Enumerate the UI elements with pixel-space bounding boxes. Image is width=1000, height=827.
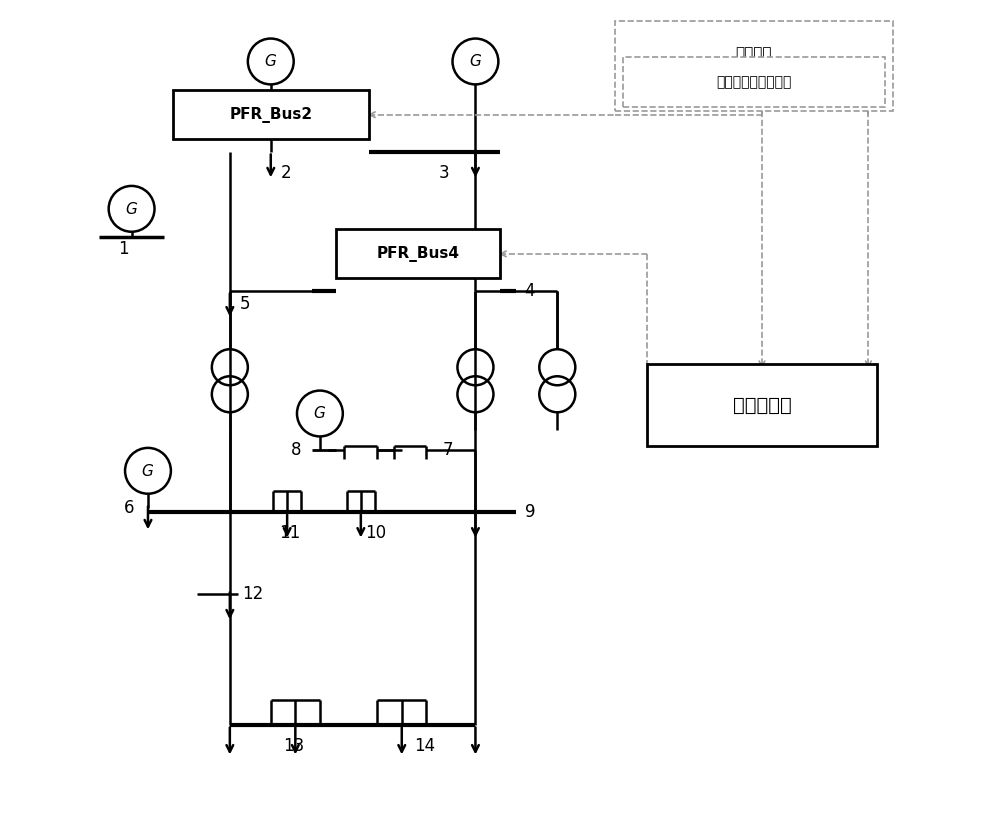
Text: 协调控制器: 协调控制器 [733,396,791,415]
Text: 7: 7 [443,442,453,459]
Text: 9: 9 [525,503,535,521]
Text: $G$: $G$ [141,463,155,479]
Text: $G$: $G$ [469,54,482,69]
Text: 8: 8 [291,442,302,459]
Text: 2: 2 [281,164,291,182]
Text: $G$: $G$ [264,54,277,69]
Text: $G$: $G$ [125,201,138,217]
Text: 测量信号: 测量信号 [736,45,772,61]
Text: 5: 5 [240,294,250,313]
Text: 10: 10 [365,524,386,542]
Bar [623,57,885,107]
Text: 4: 4 [525,282,535,299]
Bar [647,365,877,447]
Text: PFR_Bus2: PFR_Bus2 [229,107,312,122]
Text: 11: 11 [279,524,300,542]
Text: $G$: $G$ [313,405,326,422]
Text: 1: 1 [118,240,129,258]
Text: PFR_Bus4: PFR_Bus4 [377,246,460,262]
Text: 12: 12 [242,585,263,603]
Bar [336,229,500,279]
Bar [173,90,369,139]
Text: 13: 13 [283,737,304,755]
Text: 6: 6 [123,499,134,517]
Text: 14: 14 [414,737,435,755]
Bar [615,21,893,111]
Text: 工作模式、指令信号: 工作模式、指令信号 [716,75,791,89]
Text: 3: 3 [439,164,449,182]
